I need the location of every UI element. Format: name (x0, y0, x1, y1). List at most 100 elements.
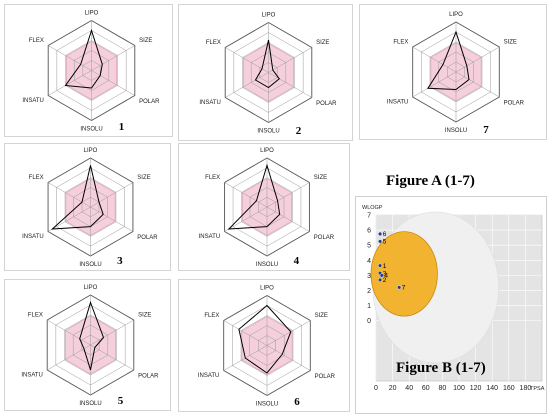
axis-label-polar: POLAR (314, 235, 335, 241)
x-tick-label: 140 (486, 385, 498, 392)
axis-label-lipo: LIPO (85, 11, 99, 17)
grid-spoke (48, 45, 92, 71)
bbb-yolk-region (370, 231, 438, 317)
y-tick-label: 4 (367, 258, 371, 265)
figure-a-label: Figure A (1-7) (386, 173, 475, 189)
x-tick-label: 120 (470, 385, 482, 392)
radar-chart-1: LIPO SIZE POLAR INSOLU INSATU FLEX 1 (22, 11, 160, 134)
axis-label-polar: POLAR (504, 101, 525, 107)
x-tick-label: 80 (439, 385, 447, 392)
y-tick-label: 0 (367, 318, 371, 325)
grid-spoke (223, 320, 268, 346)
radar-chart-3: LIPO SIZE POLAR INSOLU INSATU FLEX 3 (22, 148, 158, 268)
grid-spoke (91, 70, 135, 96)
compound-number: 6 (294, 396, 300, 408)
axis-label-polar: POLAR (137, 235, 158, 241)
axis-label-size: SIZE (504, 40, 517, 46)
grid-spoke (47, 319, 91, 346)
grid-spoke (266, 182, 310, 208)
profile-line-2 (254, 39, 280, 89)
y-tick-label: 1 (367, 303, 371, 310)
y-tick-label: 2 (367, 288, 371, 295)
radar-panel-5: LIPO SIZE POLAR INSOLU INSATU FLEX 5 (4, 279, 171, 411)
axis-label-insatu: INSATU (22, 98, 44, 104)
axis-label-insolu: INSOLU (79, 401, 101, 407)
grid-spoke (225, 47, 269, 73)
x-tick-label: 60 (422, 385, 430, 392)
compound-number: 1 (119, 121, 125, 133)
y-axis-label: WLOGP (362, 205, 383, 211)
radar-chart-5: LIPO SIZE POLAR INSOLU INSATU FLEX 5 (21, 285, 159, 407)
y-tick-label: 5 (367, 243, 371, 250)
molecule-label-2: 2 (383, 277, 387, 284)
profile-line-1 (64, 28, 103, 89)
compound-number: 7 (483, 124, 489, 136)
y-tick-label: 7 (367, 213, 371, 220)
axis-label-polar: POLAR (316, 101, 337, 107)
grid-spoke (90, 182, 134, 208)
axis-label-lipo: LIPO (84, 148, 98, 154)
axis-label-insolu: INSOLU (79, 262, 101, 268)
profile-line-5 (79, 300, 105, 371)
axis-label-insatu: INSATU (199, 100, 221, 106)
figure-b-label: Figure B (1-7) (396, 360, 486, 376)
axis-label-lipo: LIPO (449, 12, 463, 18)
grid-spoke (266, 320, 311, 346)
molecule-label-3: 3 (383, 270, 387, 277)
radar-panel-2: LIPO SIZE POLAR INSOLU INSATU FLEX 2 (178, 4, 353, 141)
x-tick-label: 20 (389, 385, 397, 392)
axis-label-polar: POLAR (139, 99, 160, 105)
radar-panel-7: LIPO SIZE POLAR INSOLU INSATU FLEX 7 (359, 4, 547, 140)
molecule-label-1: 1 (383, 263, 387, 270)
axis-label-flex: FLEX (29, 38, 44, 44)
molecule-label-6: 6 (383, 231, 387, 238)
molecule-point-6 (378, 231, 383, 236)
grid-spoke (47, 182, 91, 208)
axis-label-insolu: INSOLU (256, 402, 278, 408)
radar-panel-4: LIPO SIZE POLAR INSOLU INSATU FLEX 4 (178, 143, 350, 271)
profile-line-7 (427, 30, 470, 91)
y-tick-label: 3 (367, 273, 371, 280)
axis-label-size: SIZE (314, 175, 327, 181)
axis-label-insatu: INSATU (387, 100, 409, 106)
axis-label-flex: FLEX (28, 313, 43, 319)
axis-label-polar: POLAR (138, 374, 159, 380)
grid-spoke (266, 206, 310, 232)
compound-number: 5 (118, 395, 124, 407)
grid-spoke (47, 206, 91, 232)
axis-label-flex: FLEX (206, 40, 221, 46)
boiled-egg-panel: 1 2 3 4 5 6 7 0 20 40 60 80 100 120 140 160 180 7 6 5 4 3 2 1 0 T… (355, 196, 547, 414)
axis-label-insatu: INSATU (199, 234, 221, 240)
grid-spoke (455, 71, 500, 98)
molecule-point-1 (378, 263, 383, 268)
axis-label-lipo: LIPO (262, 13, 276, 19)
x-tick-label: 180 (520, 385, 532, 392)
axis-label-size: SIZE (138, 313, 151, 319)
molecule-point-2 (378, 277, 383, 282)
molecule-point-4 (379, 273, 384, 278)
axis-label-flex: FLEX (393, 40, 408, 46)
axis-label-flex: FLEX (29, 175, 44, 181)
molecule-point-5 (378, 239, 383, 244)
axis-label-insolu: INSOLU (256, 262, 278, 268)
optimal-zone-border (65, 315, 116, 375)
profile-line-6 (238, 304, 292, 374)
molecule-label-7: 7 (402, 285, 406, 292)
x-axis-label: TPSA (530, 386, 545, 392)
axis-label-insatu: INSATU (21, 373, 43, 379)
axis-label-insatu: INSATU (198, 373, 220, 379)
axis-label-insatu: INSATU (22, 234, 44, 240)
x-tick-label: 160 (503, 385, 515, 392)
axis-label-lipo: LIPO (84, 285, 98, 291)
grid-spoke (90, 319, 134, 346)
axis-label-insolu: INSOLU (80, 127, 102, 133)
optimal-zone-border (242, 178, 292, 236)
radar-panel-3: LIPO SIZE POLAR INSOLU INSATU FLEX 3 (4, 143, 171, 271)
molecule-label-5: 5 (383, 239, 387, 246)
grid-spoke (224, 182, 268, 208)
grid-spoke (90, 206, 134, 232)
x-tick-label: 40 (405, 385, 413, 392)
optimal-zone-border (430, 42, 482, 102)
grid-spoke (90, 344, 134, 371)
